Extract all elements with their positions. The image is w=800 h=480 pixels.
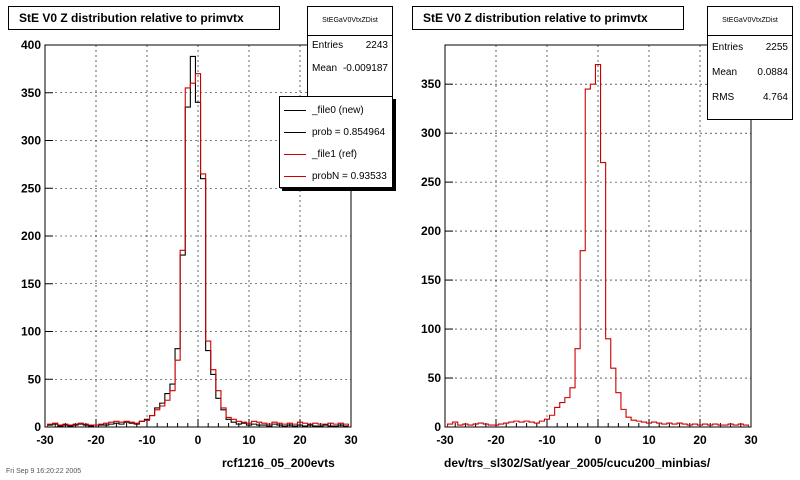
chart2-ytick-label: 150	[421, 273, 441, 287]
chart2-stats-rms: 4.764	[762, 92, 788, 103]
legend-swatch	[284, 131, 306, 133]
chart2-stats-mean: 0.0884	[757, 67, 788, 78]
footer-timestamp: Fri Sep 9 16:20:22 2005	[6, 468, 82, 475]
chart1-ytick-label: 150	[21, 277, 41, 291]
chart1-stats-entries: 2243	[365, 40, 388, 51]
chart1-ytick-label: 300	[21, 134, 41, 148]
chart2-ytick-label: 300	[421, 126, 441, 140]
legend-label: prob = 0.854964	[312, 126, 386, 138]
chart2-xtick-label: -10	[538, 433, 556, 447]
legend-entry: probN = 0.93533	[280, 165, 392, 187]
chart1-xtick-label: 10	[242, 433, 256, 447]
chart1-stats-mean-label: Mean	[312, 63, 338, 74]
chart1-xtick-label: 0	[195, 433, 202, 447]
chart2-stats-mean-label: Mean	[712, 67, 738, 78]
chart2-stats-mean-row: Mean 0.0884	[708, 67, 792, 78]
chart1-ytick-label: 50	[28, 372, 42, 386]
chart2-series-1-line	[447, 64, 749, 427]
chart2-stats-entries-label: Entries	[712, 42, 744, 53]
legend-swatch	[284, 109, 306, 111]
chart2-ytick-label: 250	[421, 175, 441, 189]
chart1-title: StE V0 Z distribution relative to primvt…	[8, 6, 280, 30]
chart2-stats-rms-row: RMS 4.764	[708, 92, 792, 103]
chart1-ytick-label: 0	[34, 420, 41, 434]
chart1-ytick-label: 400	[21, 38, 41, 52]
chart2-stats-box: StEGaV0VtxZDist Entries 2255 Mean 0.0884…	[707, 6, 793, 120]
chart2-xtick-label: 20	[693, 433, 707, 447]
chart1-xtick-label: 30	[344, 433, 358, 447]
chart2-xtick-label: -20	[487, 433, 505, 447]
chart1-stats-entries-row: Entries 2243	[308, 40, 392, 51]
chart2-xtick-label: 0	[595, 433, 602, 447]
legend-label: _file1 (ref)	[312, 148, 358, 160]
chart2-ytick-label: 100	[421, 322, 441, 336]
chart2-xtick-label: 30	[744, 433, 758, 447]
chart1-xtick-label: -20	[87, 433, 105, 447]
chart1-stats-entries-label: Entries	[312, 40, 344, 51]
legend-entry: _file0 (new)	[280, 99, 392, 121]
chart1-xlabel: rcf1216_05_200evts	[222, 456, 335, 470]
chart1-xtick-label: -10	[138, 433, 156, 447]
legend-swatch	[284, 153, 306, 155]
chart2-xtick-label: 10	[642, 433, 656, 447]
chart1-ytick-label: 100	[21, 325, 41, 339]
chart2-xlabel: dev/trs_sl302/Sat/year_2005/cucu200_minb…	[444, 456, 711, 470]
legend-entry: _file1 (ref)	[280, 143, 392, 165]
chart2-xtick-label: -30	[436, 433, 454, 447]
legend-entry: prob = 0.854964	[280, 121, 392, 143]
chart2-title: StE V0 Z distribution relative to primvt…	[412, 6, 684, 30]
chart1-legend: _file0 (new) prob = 0.854964 _file1 (ref…	[279, 96, 393, 188]
chart1-ytick-label: 250	[21, 181, 41, 195]
chart2-ytick-label: 0	[434, 420, 441, 434]
chart1-ytick-label: 350	[21, 86, 41, 100]
legend-label: _file0 (new)	[312, 104, 364, 116]
chart1-xtick-label: -30	[36, 433, 54, 447]
chart2-stats-name: StEGaV0VtxZDist	[708, 7, 792, 36]
chart2-ytick-label: 350	[421, 77, 441, 91]
chart1-ytick-label: 200	[21, 229, 41, 243]
chart1-stats-mean-row: Mean -0.009187	[308, 63, 392, 74]
chart2-ytick-label: 50	[428, 371, 442, 385]
chart2-stats-entries-row: Entries 2255	[708, 42, 792, 53]
chart1-series-2-line	[47, 73, 349, 427]
chart1-stats-name: StEGaV0VtxZDist	[308, 7, 392, 36]
legend-label: probN = 0.93533	[312, 170, 387, 182]
chart2-ytick-label: 200	[421, 224, 441, 238]
chart1-xtick-label: 20	[293, 433, 307, 447]
legend-swatch	[284, 175, 306, 177]
chart1-stats-box: StEGaV0VtxZDist Entries 2243 Mean -0.009…	[307, 6, 393, 102]
chart1-stats-mean: -0.009187	[342, 63, 388, 74]
chart2-stats-rms-label: RMS	[712, 92, 735, 103]
chart2-stats-entries: 2255	[765, 42, 788, 53]
